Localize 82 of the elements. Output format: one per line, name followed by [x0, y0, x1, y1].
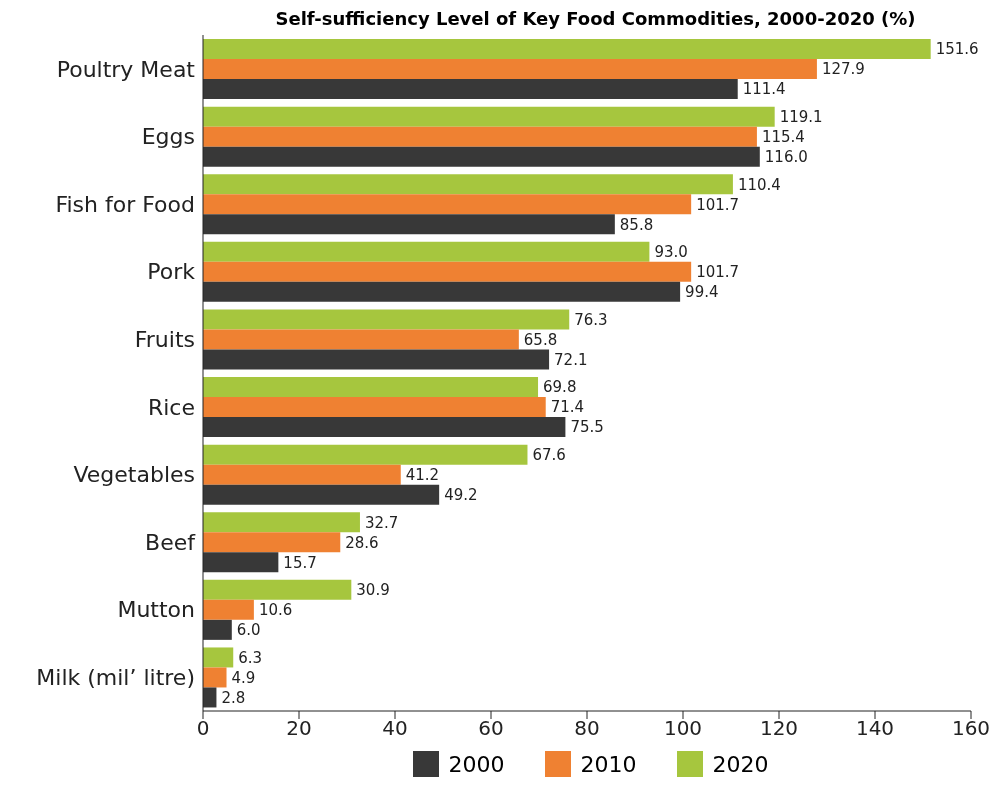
bar: [203, 241, 650, 262]
bar: [203, 377, 539, 398]
bar: [203, 174, 733, 195]
bar: [203, 309, 570, 330]
bar: [203, 261, 692, 282]
x-tick-label: 60: [478, 716, 504, 741]
bar: [203, 484, 440, 505]
data-label: 15.7: [283, 553, 317, 572]
legend-label: 2000: [448, 751, 505, 777]
bar: [203, 214, 615, 235]
x-tick-label: 40: [382, 716, 408, 741]
x-tick-label: 20: [286, 716, 312, 741]
x-tick-label: 100: [663, 716, 703, 741]
x-tick-label: 160: [951, 716, 991, 741]
bar: [203, 146, 760, 167]
y-tick-label: Beef: [145, 529, 197, 555]
data-label: 69.8: [543, 378, 577, 397]
data-label: 101.7: [696, 263, 740, 282]
bar: [203, 329, 519, 350]
legend-label: 2020: [712, 751, 769, 777]
data-label: 41.2: [405, 465, 440, 484]
y-tick-label: Milk (mil’ litre): [36, 665, 195, 691]
y-tick-label: Pork: [147, 259, 196, 285]
bar: [203, 647, 234, 668]
y-tick-label: Poultry Meat: [56, 56, 196, 82]
y-tick-label: Fruits: [134, 327, 195, 353]
data-label: 99.4: [685, 283, 719, 302]
bar: [203, 106, 775, 127]
data-label: 110.4: [737, 175, 781, 194]
y-tick-label: Vegetables: [73, 462, 195, 488]
data-label: 76.3: [574, 310, 608, 329]
bar: [203, 417, 566, 438]
y-tick-label: Eggs: [141, 124, 195, 150]
data-label: 28.6: [345, 533, 379, 552]
bar: [203, 532, 341, 553]
data-label: 85.8: [619, 215, 654, 234]
y-tick-label: Mutton: [117, 597, 195, 623]
bar: [203, 599, 254, 620]
bar: [203, 39, 931, 60]
data-label: 6.0: [236, 621, 261, 640]
data-label: 10.6: [258, 601, 293, 620]
bar: [203, 464, 401, 485]
bar: [203, 667, 227, 688]
data-label: 71.4: [550, 398, 585, 417]
data-label: 4.9: [231, 668, 256, 687]
data-label: 49.2: [444, 485, 478, 504]
bar: [203, 126, 757, 147]
data-label: 116.0: [764, 147, 808, 166]
data-label: 119.1: [779, 107, 823, 126]
bar: [203, 552, 279, 573]
bar: [203, 79, 738, 100]
data-label: 151.6: [935, 40, 979, 59]
y-tick-label: Fish for Food: [55, 191, 195, 217]
bar: [203, 59, 817, 80]
bar: [203, 619, 232, 640]
x-tick-label: 120: [759, 716, 799, 741]
x-tick-label: 0: [196, 716, 210, 741]
data-label: 2.8: [221, 688, 246, 707]
data-label: 75.5: [570, 418, 604, 437]
data-label: 127.9: [821, 60, 865, 79]
bar: [203, 397, 546, 418]
data-label: 67.6: [532, 445, 566, 464]
data-label: 115.4: [761, 127, 805, 146]
bar: [203, 444, 528, 465]
legend-label: 2010: [580, 751, 637, 777]
chart-title: Self-sufficiency Level of Key Food Commodities, 2000-2020 (%): [274, 8, 917, 29]
bar: [203, 281, 681, 302]
x-tick-label: 140: [855, 716, 895, 741]
data-label: 65.8: [523, 330, 558, 349]
bar: [203, 512, 360, 533]
data-label: 30.9: [356, 581, 390, 600]
x-tick-label: 80: [574, 716, 600, 741]
data-label: 111.4: [742, 80, 786, 99]
data-label: 32.7: [364, 513, 399, 532]
data-label: 6.3: [238, 648, 263, 667]
data-label: 93.0: [654, 243, 688, 262]
data-label: 101.7: [696, 195, 740, 214]
bar: [203, 194, 692, 215]
bar: [203, 349, 550, 370]
y-tick-label: Rice: [147, 394, 195, 420]
bar: [203, 579, 352, 600]
data-label: 72.1: [554, 350, 588, 369]
